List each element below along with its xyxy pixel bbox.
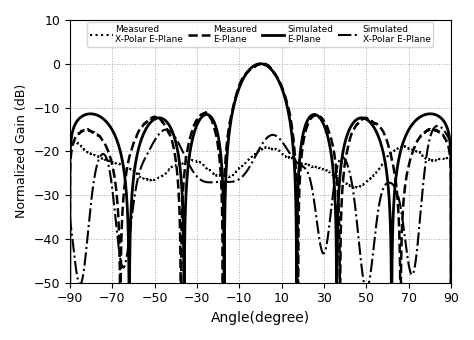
Simulated
X-Polar E-Plane (364, 287, 369, 291)
Line: Measured
E-Plane: Measured E-Plane (70, 64, 451, 305)
Line: Measured
X-Polar E-Plane: Measured X-Polar E-Plane (70, 138, 451, 188)
Measured
X-Polar E-Plane (113, 161, 118, 165)
Measured
E-Plane (112, 179, 118, 183)
Simulated
X-Polar E-Plane (185, 161, 191, 165)
Measured
E-Plane (330, 146, 336, 150)
X-axis label: Angle(degree): Angle(degree) (211, 311, 310, 325)
Measured
X-Polar E-Plane (185, 156, 191, 160)
Simulated
E-Plane (91, 112, 97, 116)
Simulated
E-Plane (330, 170, 336, 174)
Simulated
E-Plane (112, 134, 118, 138)
Simulated
E-Plane (448, 303, 454, 307)
Measured
X-Polar E-Plane (330, 173, 336, 177)
Measured
E-Plane (185, 143, 191, 147)
Measured
E-Plane (448, 303, 454, 307)
Line: Simulated
E-Plane: Simulated E-Plane (70, 64, 451, 305)
Line: Simulated
X-Polar E-Plane: Simulated X-Polar E-Plane (70, 126, 451, 289)
Simulated
E-Plane (185, 163, 191, 167)
Simulated
E-Plane (67, 303, 73, 307)
Simulated
X-Polar E-Plane (448, 140, 454, 144)
Measured
E-Plane (362, 116, 367, 120)
Measured
X-Polar E-Plane (91, 153, 97, 157)
Legend: Measured
X-Polar E-Plane, Measured
E-Plane, Simulated
E-Plane, Simulated
X-Polar: Measured X-Polar E-Plane, Measured E-Pla… (87, 22, 433, 47)
Simulated
X-Polar E-Plane (67, 215, 73, 219)
Measured
X-Polar E-Plane (112, 160, 118, 165)
Simulated
E-Plane (362, 116, 367, 120)
Measured
E-Plane (257, 62, 263, 66)
Simulated
X-Polar E-Plane (113, 218, 118, 222)
Measured
E-Plane (67, 303, 73, 307)
Simulated
X-Polar E-Plane (435, 124, 440, 128)
Measured
X-Polar E-Plane (448, 153, 454, 157)
Measured
X-Polar E-Plane (67, 136, 73, 140)
Simulated
E-Plane (257, 62, 263, 66)
Simulated
E-Plane (113, 135, 118, 139)
Y-axis label: Normalized Gain (dB): Normalized Gain (dB) (15, 84, 28, 219)
Simulated
X-Polar E-Plane (91, 179, 97, 183)
Measured
X-Polar E-Plane (362, 181, 367, 185)
Simulated
X-Polar E-Plane (361, 282, 367, 286)
Measured
E-Plane (91, 130, 97, 134)
Simulated
X-Polar E-Plane (112, 213, 118, 217)
Measured
X-Polar E-Plane (351, 186, 356, 190)
Simulated
X-Polar E-Plane (330, 190, 336, 194)
Measured
E-Plane (113, 183, 118, 187)
